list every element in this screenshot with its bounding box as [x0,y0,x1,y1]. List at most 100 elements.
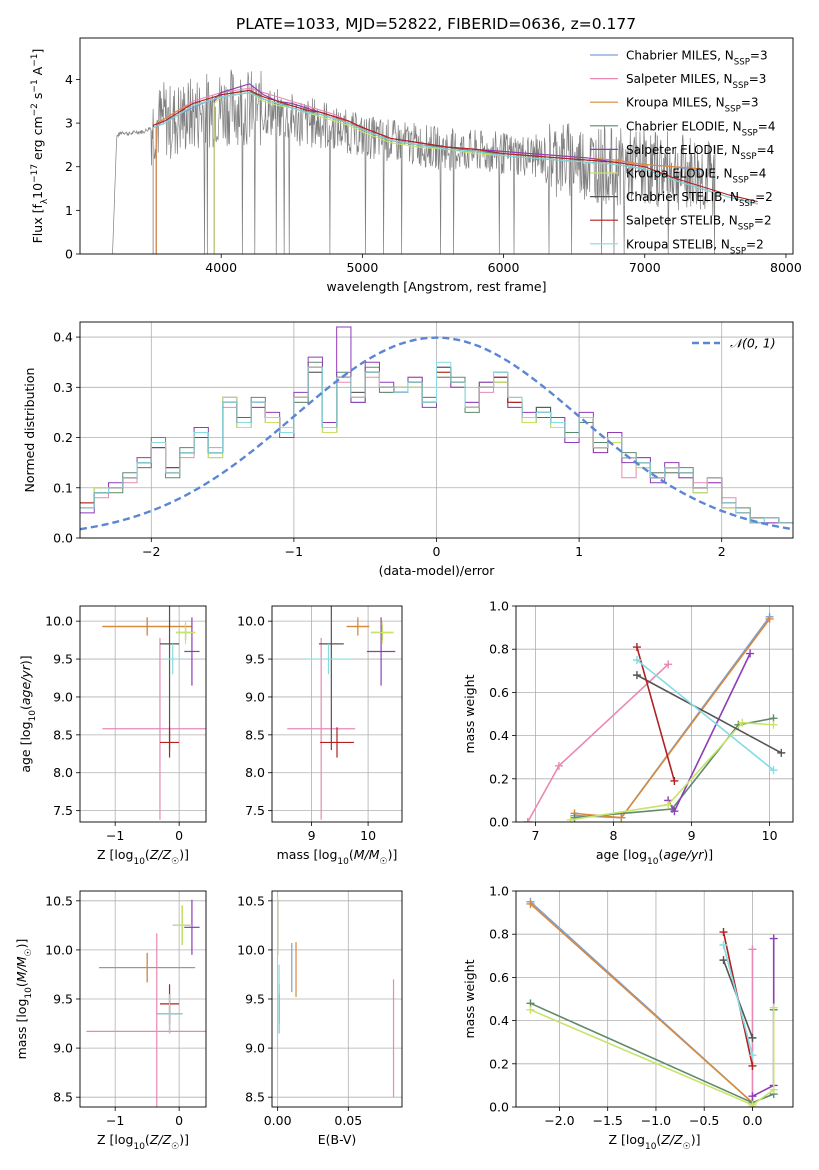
y-tick-label: 4 [65,72,73,87]
x-tick-label: −1 [285,544,303,559]
weight-marker [632,671,641,680]
x-tick-label: −1 [106,1113,124,1128]
gaussian-curve [80,336,793,531]
y-tick-label: 0.3 [53,380,73,395]
weight-marker [769,1085,778,1094]
legend-entry: Salpeter MILES, NSSP=3 [626,72,766,91]
x-tick-label: 5000 [346,260,378,275]
weight-marker [566,815,575,822]
weight-marker [670,776,679,785]
weight-marker [664,660,673,669]
weight-line [529,903,753,1104]
x-axis-label: age [log10(age/yr)] [596,847,713,867]
grid-z-vs-age [80,606,206,822]
legend-entry: Kroupa MILES, NSSP=3 [626,96,759,115]
weight-marker [769,1003,778,1012]
grid-z-vs-mass [80,891,206,1107]
weight-marker [664,800,673,809]
weight-marker [526,899,535,908]
x-tick-label: −1.0 [641,1113,671,1128]
y-tick-label: 0.6 [489,685,509,700]
y-tick-label: 10.0 [45,614,73,629]
legend-entry: Salpeter STELIB, NSSP=2 [626,214,772,233]
x-axis-label: E(B-V) [318,1132,357,1147]
x-tick-label: 2 [718,544,726,559]
x-tick-label: 0 [175,1113,183,1128]
y-tick-label: 10.5 [45,893,73,908]
weight-marker [765,614,774,623]
y-tick-label: 0 [65,247,73,262]
y-tick-label: 3 [65,116,73,131]
weight-line [667,653,751,813]
x-tick-label: 10 [360,828,376,843]
y-axis-label: Normed distribution [22,368,37,493]
y-axis-label: mass weight [462,674,477,753]
y-tick-label: 0.6 [489,970,509,985]
plot-area-spectrum [112,69,758,254]
y-tick-label: 7.5 [245,803,265,818]
weight-line [752,938,775,1097]
y-tick-label: 10.0 [237,614,265,629]
y-tick-label: 7.5 [53,803,73,818]
axes-z-vs-mass: −1 0 8.5 9.0 9.5 10.0 10.5 Z [log10(Z/Z☉)] mass … [14,890,207,1152]
weight-line [574,616,771,819]
axes-frame [271,605,403,823]
x-tick-label: −1.5 [593,1113,623,1128]
weight-marker [748,1100,757,1107]
x-tick-label: 7 [532,828,540,843]
weight-line [530,1002,775,1104]
legend-entry: Chabrier STELIB, NSSP=2 [626,190,773,209]
weight-marker [526,1005,535,1014]
plot-area-z-vs-massweight [526,897,778,1107]
y-tick-label: 8.0 [53,765,73,780]
weight-marker [748,1051,757,1060]
y-tick-label: 0.0 [489,1100,509,1115]
y-tick-label: 9.5 [53,652,73,667]
y-tick-label: 0.4 [53,330,73,345]
y-tick-label: 0.8 [489,927,509,942]
y-tick-label: 9.5 [53,992,73,1007]
x-tick-label: 0.0 [743,1113,763,1128]
grid-age-vs-massweight [516,605,793,823]
x-tick-label: −2.0 [544,1113,574,1128]
weight-marker [769,766,778,775]
axes-z-vs-massweight: −2.0 −1.5 −1.0 −0.5 0.0 0.0 0.2 0.4 0.6 0.8 1.0 Z [… [462,884,794,1152]
x-axis-label: Z [log10(Z/Z☉)] [97,1132,189,1152]
y-tick-label: 9.0 [245,689,265,704]
y-tick-label: 0.2 [53,430,73,445]
weight-marker [617,813,626,822]
x-tick-label: 0 [433,544,441,559]
x-axis-label: Z [log10(Z/Z☉)] [97,847,189,867]
y-tick-label: 10.5 [237,893,265,908]
plot-area-z-vs-age [102,606,206,820]
weight-line [636,646,676,782]
y-tick-label: 0.1 [53,480,73,495]
plot-area-ebv-vs-mass [277,895,395,1098]
legend-entry: Chabrier MILES, NSSP=3 [626,49,768,68]
y-tick-label: 10.0 [45,942,73,957]
histogram-step [80,361,793,524]
grid-z-vs-massweight [516,890,793,1108]
axes-frame [271,890,403,1108]
weight-marker [769,934,778,943]
plot-area-age-vs-massweight [523,612,786,822]
grid-ebv-vs-mass [272,891,402,1107]
weight-line [636,674,782,754]
legend-entry: Kroupa ELODIE, NSSP=4 [626,167,766,186]
x-tick-label: 1 [575,544,583,559]
axes-frame [515,890,794,1108]
weight-line [636,659,774,771]
y-tick-label: 0.8 [489,642,509,657]
plot-area-z-vs-mass [86,899,206,1107]
axes-frame [79,321,794,539]
y-tick-label: 10.0 [237,942,265,957]
weight-marker [777,748,786,757]
legend: Chabrier MILES, NSSP=3 Salpeter MILES, NS… [590,49,775,256]
weight-line [574,717,774,819]
axes-frame [79,37,794,255]
y-tick-label: 0.2 [489,1056,509,1071]
figure-title: PLATE=1033, MJD=52822, FIBERID=0636, z=0… [236,15,636,33]
x-axis-label: Z [log10(Z/Z☉)] [609,1132,701,1152]
model-line [152,89,758,254]
axes-frame [79,605,207,823]
